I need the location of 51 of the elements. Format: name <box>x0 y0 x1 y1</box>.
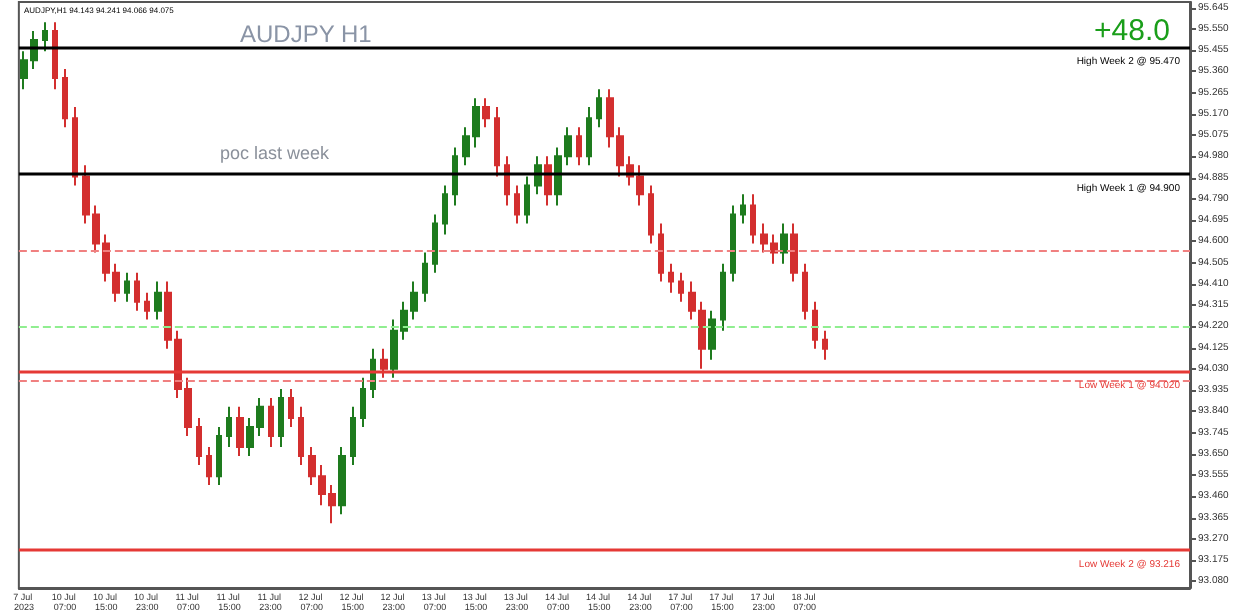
candlestick <box>206 446 212 487</box>
candlestick <box>432 213 438 274</box>
candlestick <box>278 387 284 449</box>
candlestick <box>298 405 304 466</box>
text: AUDJPY H1 <box>240 20 373 48</box>
candlestick <box>442 184 448 236</box>
candlestick <box>544 155 552 207</box>
candlestick <box>812 300 818 350</box>
candlestick <box>524 175 530 225</box>
candlestick <box>236 405 244 458</box>
candlestick <box>648 184 654 245</box>
candlestick <box>42 21 48 53</box>
annotation: poc last week <box>220 143 331 163</box>
candlestick <box>226 405 232 449</box>
candlestick <box>790 222 798 283</box>
candlestick <box>802 262 808 321</box>
candlestick <box>154 280 162 321</box>
candlestick <box>134 271 140 312</box>
candlestick <box>658 222 664 283</box>
candlestick <box>72 106 78 187</box>
candlestick <box>708 309 716 361</box>
candlestick <box>422 251 428 303</box>
candlestick <box>452 146 458 207</box>
candlestick <box>338 446 346 516</box>
candlestick <box>124 271 130 303</box>
candlestick <box>780 222 788 265</box>
candlestick <box>514 184 520 225</box>
candlestick <box>494 106 500 178</box>
candlestick <box>740 193 746 225</box>
annotation: +48.0 <box>1094 14 1171 48</box>
candlestick <box>750 193 756 245</box>
candlestick <box>596 88 602 129</box>
candlestick <box>678 271 684 303</box>
candlestick <box>668 262 674 294</box>
candlestick <box>52 21 58 91</box>
candlestick <box>350 405 356 466</box>
candlestick <box>576 126 582 167</box>
candlestick <box>288 387 294 428</box>
candlestick <box>144 291 150 321</box>
candlestick <box>62 68 68 129</box>
candlestick <box>720 262 726 332</box>
candlestick <box>730 204 736 283</box>
candlestick <box>482 97 490 129</box>
candlestick <box>822 329 828 361</box>
candlestick <box>504 155 510 207</box>
candlestick <box>216 425 222 487</box>
candlestick <box>196 417 202 466</box>
candlestick <box>586 106 592 167</box>
candlestick <box>268 396 274 449</box>
candlestick <box>380 347 388 379</box>
candlestick <box>360 376 366 428</box>
